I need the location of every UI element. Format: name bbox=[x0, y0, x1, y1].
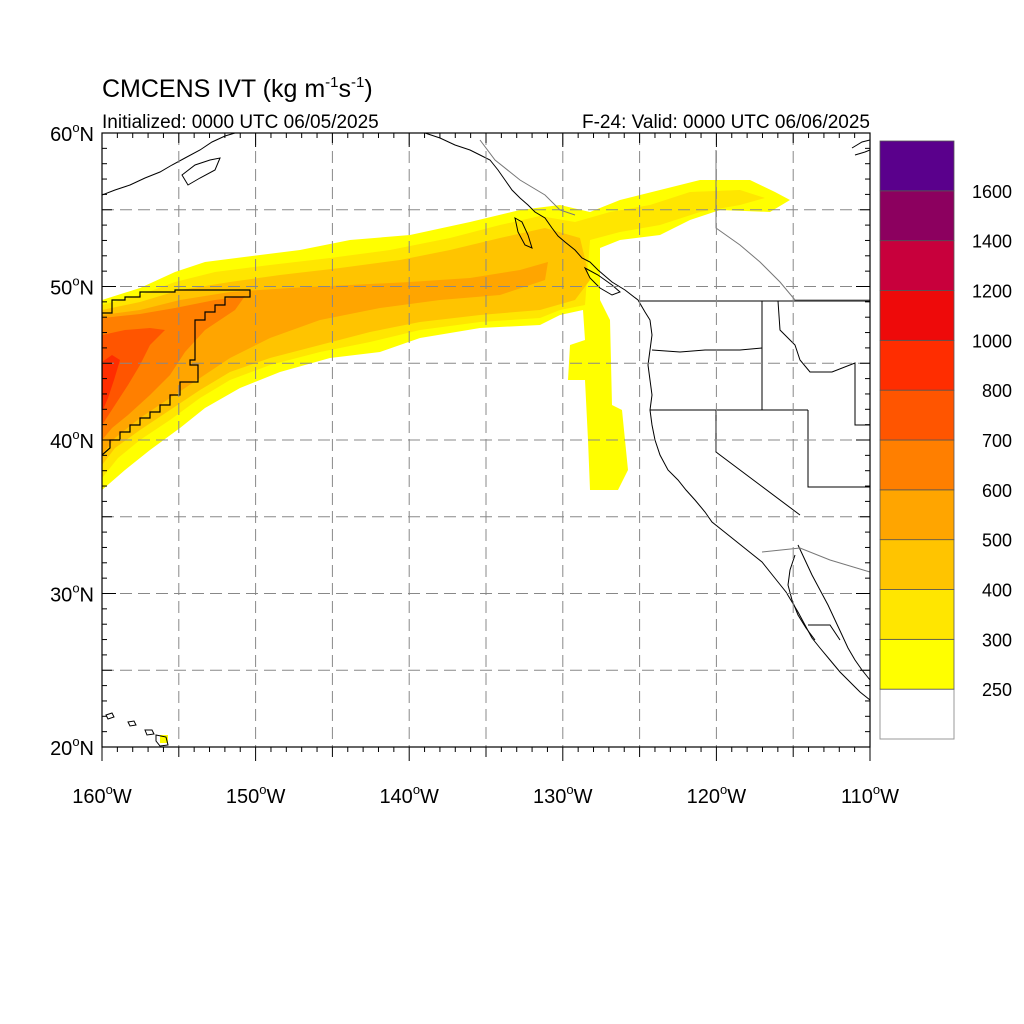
colorbar-label: 250 bbox=[982, 680, 1012, 700]
colorbar-label: 1200 bbox=[972, 282, 1012, 302]
coastlines bbox=[102, 133, 870, 701]
colorbar-box bbox=[879, 489, 955, 541]
coastline-northeast-corner bbox=[851, 139, 870, 156]
lat-label: 30oN bbox=[50, 581, 94, 607]
lat-label: 60oN bbox=[50, 120, 94, 146]
colorbar-box bbox=[879, 389, 955, 441]
coastline-baja bbox=[787, 554, 816, 641]
border-wa-or bbox=[651, 347, 763, 353]
latitude-labels: 60oN 50oN 40oN 30oN 20oN bbox=[50, 120, 94, 760]
colorbar: 250 300 400 500 600 700 800 1000 1200 1400 1600 bbox=[879, 140, 1012, 740]
border-id-east bbox=[777, 300, 870, 426]
border-nv-ut bbox=[807, 410, 870, 488]
border-mexico-state bbox=[808, 624, 841, 641]
coastline-haida-gwaii bbox=[514, 217, 533, 249]
border-canada-province bbox=[715, 150, 870, 301]
lat-label: 20oN bbox=[50, 734, 94, 760]
ivt-band-800 bbox=[102, 355, 120, 412]
map-plot-area bbox=[102, 133, 870, 747]
lon-label: 150oW bbox=[226, 782, 286, 808]
coastline-alaska-island bbox=[181, 157, 221, 186]
ivt-contour-line bbox=[102, 289, 251, 456]
colorbar-label: 800 bbox=[982, 381, 1012, 401]
ivt-patch-hawaii bbox=[160, 735, 168, 743]
hawaii-islands bbox=[105, 712, 169, 747]
hawaii-island-kauai bbox=[105, 712, 115, 720]
lon-label: 120oW bbox=[687, 782, 747, 808]
colorbar-box bbox=[879, 190, 955, 242]
lon-label: 110oW bbox=[841, 782, 899, 808]
ivt-band-250 bbox=[102, 180, 790, 490]
colorbar-box bbox=[879, 290, 955, 341]
hawaii-island-maui bbox=[144, 729, 155, 736]
lon-label: 140oW bbox=[379, 782, 439, 808]
map-gridlines bbox=[102, 133, 870, 747]
colorbar-label: 600 bbox=[982, 481, 1012, 501]
colorbar-box bbox=[879, 589, 955, 640]
lon-label: 160oW bbox=[72, 782, 132, 808]
colorbar-box bbox=[879, 439, 955, 491]
initialized-label: Initialized: 0000 UTC 06/05/2025 bbox=[102, 112, 379, 133]
colorbar-label: 1400 bbox=[972, 232, 1012, 252]
axis-ticks bbox=[101, 132, 871, 761]
ivt-shading bbox=[102, 180, 790, 743]
valid-time-label: F-24: Valid: 0000 UTC 06/06/2025 bbox=[582, 112, 870, 133]
border-mexico bbox=[761, 547, 870, 573]
colorbar-box bbox=[879, 240, 955, 291]
hawaii-island-oahu bbox=[127, 720, 137, 727]
figure-title: CMCENS IVT (kg m-1s-1) bbox=[102, 74, 373, 103]
lat-label: 50oN bbox=[50, 274, 94, 300]
coastline-alaska-west bbox=[102, 133, 236, 196]
longitude-labels: 160oW 150oW 140oW 130oW 120oW 110oW bbox=[72, 782, 899, 808]
lon-label: 130oW bbox=[533, 782, 593, 808]
hawaii-island-big bbox=[155, 734, 169, 747]
lat-label: 40oN bbox=[50, 427, 94, 453]
colorbar-label: 500 bbox=[982, 531, 1012, 551]
colorbar-box bbox=[879, 638, 955, 690]
colorbar-box bbox=[879, 539, 955, 590]
colorbar-label: 1000 bbox=[972, 331, 1012, 351]
colorbar-box-below-min bbox=[879, 688, 955, 740]
colorbar-box bbox=[879, 140, 955, 192]
coastline-gulf-california bbox=[797, 544, 870, 681]
coastline-vancouver-island bbox=[583, 266, 621, 296]
colorbar-box bbox=[879, 339, 955, 391]
coastline-alaska-pacific-northwest bbox=[424, 133, 870, 701]
colorbar-label: 400 bbox=[982, 581, 1012, 601]
colorbar-label: 700 bbox=[982, 431, 1012, 451]
ivt-band-700 bbox=[102, 328, 165, 425]
colorbar-label: 300 bbox=[982, 630, 1012, 650]
colorbar-label: 1600 bbox=[972, 182, 1012, 202]
